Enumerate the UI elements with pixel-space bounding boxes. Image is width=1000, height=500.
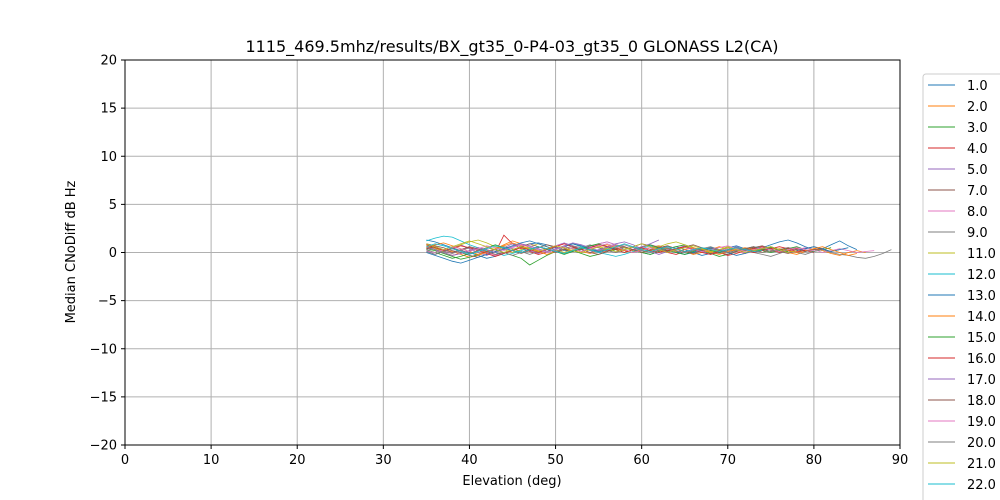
x-tick-label: 30 xyxy=(375,453,392,468)
x-tick-label: 80 xyxy=(806,453,823,468)
x-tick-label: 20 xyxy=(289,453,306,468)
x-axis-label: Elevation (deg) xyxy=(462,474,561,489)
legend-label: 19.0 xyxy=(967,415,996,430)
y-tick-label: 10 xyxy=(100,150,117,165)
legend-label: 3.0 xyxy=(967,121,988,136)
y-axis-label: Median CNoDiff dB Hz xyxy=(64,180,79,323)
chart-title: 1115_469.5mhz/results/BX_gt35_0-P4-03_gt… xyxy=(245,37,778,57)
legend-label: 9.0 xyxy=(967,226,988,241)
x-tick-label: 0 xyxy=(121,453,129,468)
legend-label: 7.0 xyxy=(967,184,988,199)
legend-label: 14.0 xyxy=(967,310,996,325)
y-tick-label: −20 xyxy=(90,439,117,454)
y-tick-label: 15 xyxy=(100,102,117,117)
legend-label: 5.0 xyxy=(967,163,988,178)
legend-label: 13.0 xyxy=(967,289,996,304)
x-tick-label: 60 xyxy=(633,453,650,468)
legend-label: 22.0 xyxy=(967,478,996,493)
legend-frame xyxy=(922,73,1000,500)
legend-label: 20.0 xyxy=(967,436,996,451)
y-tick-label: −15 xyxy=(90,390,117,405)
legend-label: 1.0 xyxy=(967,79,988,94)
series-line-18.0 xyxy=(426,243,823,255)
axis-ticks: 0 10 20 30 40 50 60 70 80 90 −20 −15 −10 −5 0 5 10 15 20 xyxy=(90,54,909,469)
legend-label: 16.0 xyxy=(967,352,996,367)
y-tick-label: −10 xyxy=(90,342,117,357)
legend-label: 4.0 xyxy=(967,142,988,157)
legend-label: 21.0 xyxy=(967,457,996,472)
legend: 1.0 2.0 3.0 4.0 5.0 7.0 8.0 9.0 11.0 12.0 13.0 14.0… xyxy=(922,73,1000,500)
series-lines xyxy=(426,234,892,266)
y-tick-label: 5 xyxy=(109,198,117,213)
legend-label: 11.0 xyxy=(967,247,996,262)
x-tick-label: 90 xyxy=(892,453,909,468)
x-tick-label: 50 xyxy=(547,453,564,468)
series-line-22.0 xyxy=(426,243,763,255)
series-line-21.0 xyxy=(426,240,797,253)
y-tick-label: −5 xyxy=(98,294,117,309)
y-tick-label: 20 xyxy=(100,54,117,69)
legend-label: 17.0 xyxy=(967,373,996,388)
y-tick-label: 0 xyxy=(109,246,117,261)
legend-label: 18.0 xyxy=(967,394,996,409)
legend-label: 2.0 xyxy=(967,100,988,115)
legend-label: 15.0 xyxy=(967,331,996,346)
x-tick-label: 40 xyxy=(461,453,478,468)
x-tick-label: 10 xyxy=(203,453,220,468)
x-tick-label: 70 xyxy=(720,453,737,468)
legend-label: 12.0 xyxy=(967,268,996,283)
legend-label: 8.0 xyxy=(967,205,988,220)
